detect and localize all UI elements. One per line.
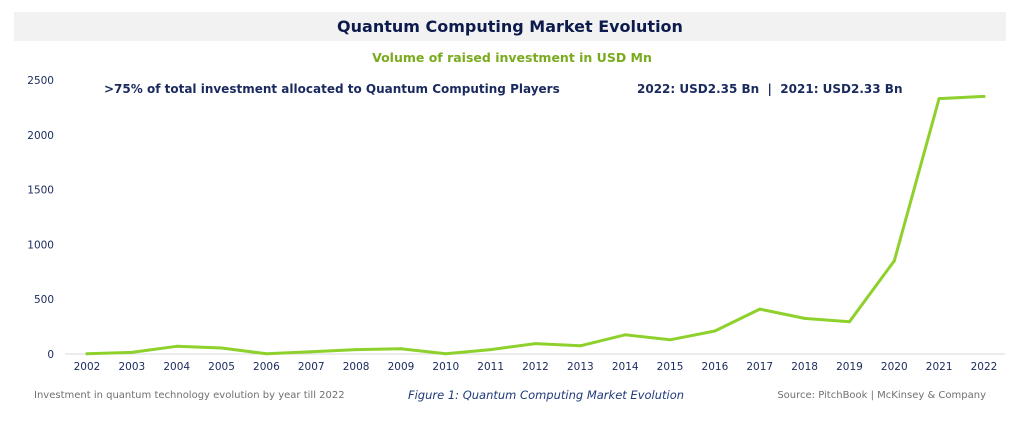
y-tick-label: 2500 [27, 75, 54, 87]
footer-description: Investment in quantum technology evoluti… [34, 390, 345, 401]
data-point [847, 320, 851, 324]
x-tick-label: 2011 [477, 361, 504, 373]
data-point [489, 348, 493, 352]
x-tick-label: 2012 [522, 361, 549, 373]
data-point [758, 307, 762, 311]
annotation-right: 2022: USD2.35 Bn | 2021: USD2.33 Bn [637, 82, 903, 96]
x-tick-label: 2019 [836, 361, 863, 373]
data-point [220, 346, 224, 350]
data-point [130, 350, 134, 354]
data-point [623, 333, 627, 337]
x-tick-label: 2021 [926, 361, 953, 373]
x-tick-label: 2016 [702, 361, 729, 373]
x-tick-label: 2005 [208, 361, 235, 373]
chart-title-bar: Quantum Computing Market Evolution [14, 12, 1006, 41]
x-tick-label: 2007 [298, 361, 325, 373]
annotation-left: >75% of total investment allocated to Qu… [104, 82, 560, 96]
series-line [85, 94, 986, 356]
data-point [309, 350, 313, 354]
data-point [534, 342, 537, 346]
y-axis: 0 500 1000 1500 2000 2500 [27, 75, 54, 361]
x-tick-label: 2002 [74, 361, 101, 373]
x-tick-label: 2017 [746, 361, 773, 373]
figure-caption: Figure 1: Quantum Computing Market Evolu… [408, 388, 685, 402]
data-point [937, 97, 941, 101]
y-tick-label: 2000 [27, 130, 54, 142]
y-tick-label: 1500 [27, 185, 54, 197]
data-point [354, 348, 358, 352]
x-tick-label: 2014 [612, 361, 639, 373]
x-axis: 2002 2003 2004 2005 2006 2007 2008 2009 2010 2011… [65, 353, 1005, 373]
x-tick-label: 2018 [791, 361, 818, 373]
x-tick-label: 2015 [657, 361, 684, 373]
x-tick-label: 2010 [432, 361, 459, 373]
data-point [803, 316, 807, 320]
data-point [399, 347, 403, 351]
data-point [444, 352, 448, 356]
data-point [982, 94, 986, 98]
x-tick-label: 2004 [163, 361, 190, 373]
y-tick-label: 1000 [27, 239, 54, 251]
chart-title: Quantum Computing Market Evolution [337, 17, 683, 36]
data-point [85, 352, 89, 356]
x-tick-label: 2003 [118, 361, 145, 373]
x-tick-label: 2022 [971, 361, 998, 373]
source-credit: Source: PitchBook | McKinsey & Company [777, 390, 986, 401]
data-point [668, 338, 672, 342]
series-layer [85, 94, 986, 356]
chart-subtitle: Volume of raised investment in USD Mn [372, 50, 652, 65]
x-tick-label: 2013 [567, 361, 594, 373]
data-point [175, 344, 179, 348]
x-tick-label: 2020 [881, 361, 908, 373]
y-tick-label: 500 [34, 294, 54, 306]
x-tick-label: 2009 [388, 361, 415, 373]
data-point [892, 259, 896, 263]
data-point [264, 352, 268, 356]
data-point [713, 329, 717, 333]
x-tick-label: 2008 [343, 361, 370, 373]
data-point [578, 344, 582, 348]
y-tick-label: 0 [47, 349, 54, 361]
x-tick-label: 2006 [253, 361, 280, 373]
